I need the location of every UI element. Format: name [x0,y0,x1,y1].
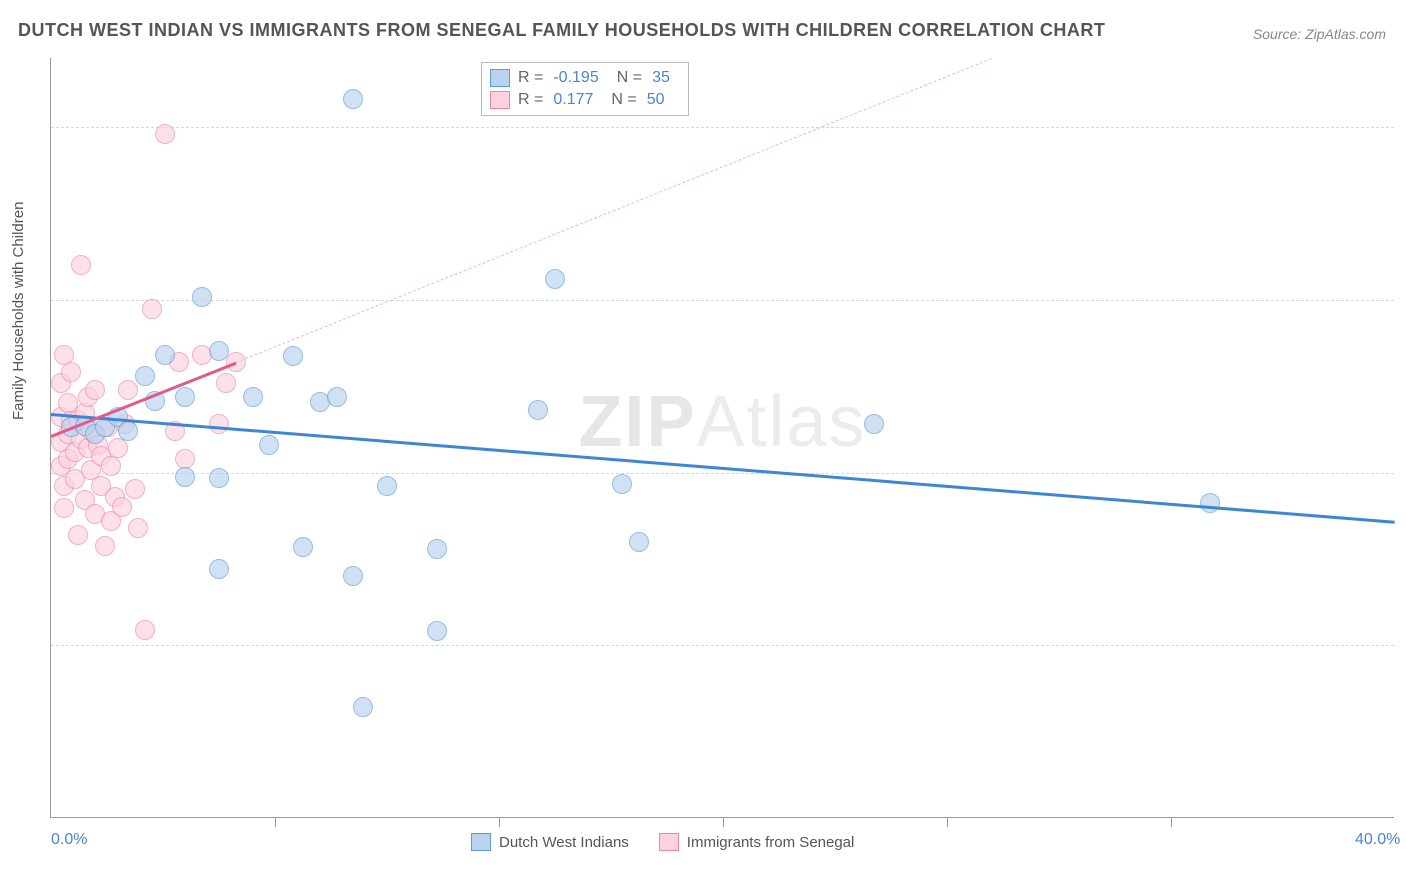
data-point-blue [175,387,195,407]
data-point-blue [283,346,303,366]
data-point-blue [343,89,363,109]
bottom-legend: Dutch West Indians Immigrants from Senega… [471,833,854,851]
legend-item: Immigrants from Senegal [659,833,855,851]
data-point-pink [125,479,145,499]
y-tick-label: 12.5% [1400,636,1406,654]
data-point-pink [135,620,155,640]
data-point-pink [68,525,88,545]
chart-title: DUTCH WEST INDIAN VS IMMIGRANTS FROM SEN… [18,20,1105,41]
data-point-blue [528,400,548,420]
data-point-pink [61,362,81,382]
data-point-pink [85,380,105,400]
legend-label: Dutch West Indians [499,834,629,851]
n-value: 35 [650,69,680,87]
data-point-blue [327,387,347,407]
legend-swatch [471,833,491,851]
y-tick-label: 50.0% [1400,118,1406,136]
data-point-blue [243,387,263,407]
data-point-blue [135,366,155,386]
legend-item: Dutch West Indians [471,833,629,851]
data-point-blue [864,414,884,434]
data-point-blue [545,269,565,289]
y-axis-label: Family Households with Children [10,202,27,420]
legend-swatch [659,833,679,851]
r-value: 0.177 [551,91,603,109]
legend-label: Immigrants from Senegal [687,834,855,851]
gridline-h [51,127,1394,128]
stats-row: R = -0.195 N = 35 [490,67,680,89]
data-point-blue [377,476,397,496]
x-tick-label: 40.0% [1355,831,1400,849]
gridline-h [51,645,1394,646]
gridline-h [51,300,1394,301]
data-point-pink [112,497,132,517]
watermark-thin: Atlas [696,382,866,462]
data-point-pink [118,380,138,400]
data-point-blue [343,566,363,586]
data-point-blue [155,345,175,365]
data-point-blue [209,468,229,488]
trend-line [51,413,1395,524]
gridline-h [51,473,1394,474]
stats-legend-box: R =-0.195N =35R =0.177N =50 [481,62,689,116]
x-tick [1171,817,1172,827]
data-point-pink [95,536,115,556]
data-point-pink [71,255,91,275]
n-label: N = [611,91,636,109]
n-value: 50 [645,91,675,109]
legend-swatch [490,91,510,109]
watermark-bold: ZIP [578,382,696,462]
data-point-pink [54,498,74,518]
plot-area: ZIPAtlas R =-0.195N =35R =0.177N =50 Dut… [50,58,1394,818]
x-tick-label: 0.0% [51,831,87,849]
data-point-pink [101,456,121,476]
data-point-blue [118,421,138,441]
data-point-blue [1200,493,1220,513]
y-tick-label: 25.0% [1400,464,1406,482]
data-point-pink [209,414,229,434]
r-label: R = [518,91,543,109]
source-label: Source: ZipAtlas.com [1253,26,1386,42]
r-label: R = [518,69,543,87]
data-point-pink [216,373,236,393]
r-value: -0.195 [551,69,608,87]
x-tick [947,817,948,827]
x-tick [723,817,724,827]
data-point-blue [209,559,229,579]
data-point-blue [353,697,373,717]
legend-swatch [490,69,510,87]
n-label: N = [617,69,642,87]
y-tick-label: 37.5% [1400,291,1406,309]
data-point-blue [612,474,632,494]
watermark: ZIPAtlas [578,381,866,463]
x-tick [499,817,500,827]
data-point-blue [175,467,195,487]
data-point-blue [192,287,212,307]
data-point-pink [142,299,162,319]
x-tick [275,817,276,827]
data-point-blue [629,532,649,552]
data-point-blue [293,537,313,557]
data-point-pink [155,124,175,144]
data-point-blue [259,435,279,455]
data-point-blue [209,341,229,361]
data-point-blue [427,539,447,559]
stats-row: R = 0.177 N = 50 [490,89,680,111]
data-point-blue [427,621,447,641]
data-point-pink [128,518,148,538]
